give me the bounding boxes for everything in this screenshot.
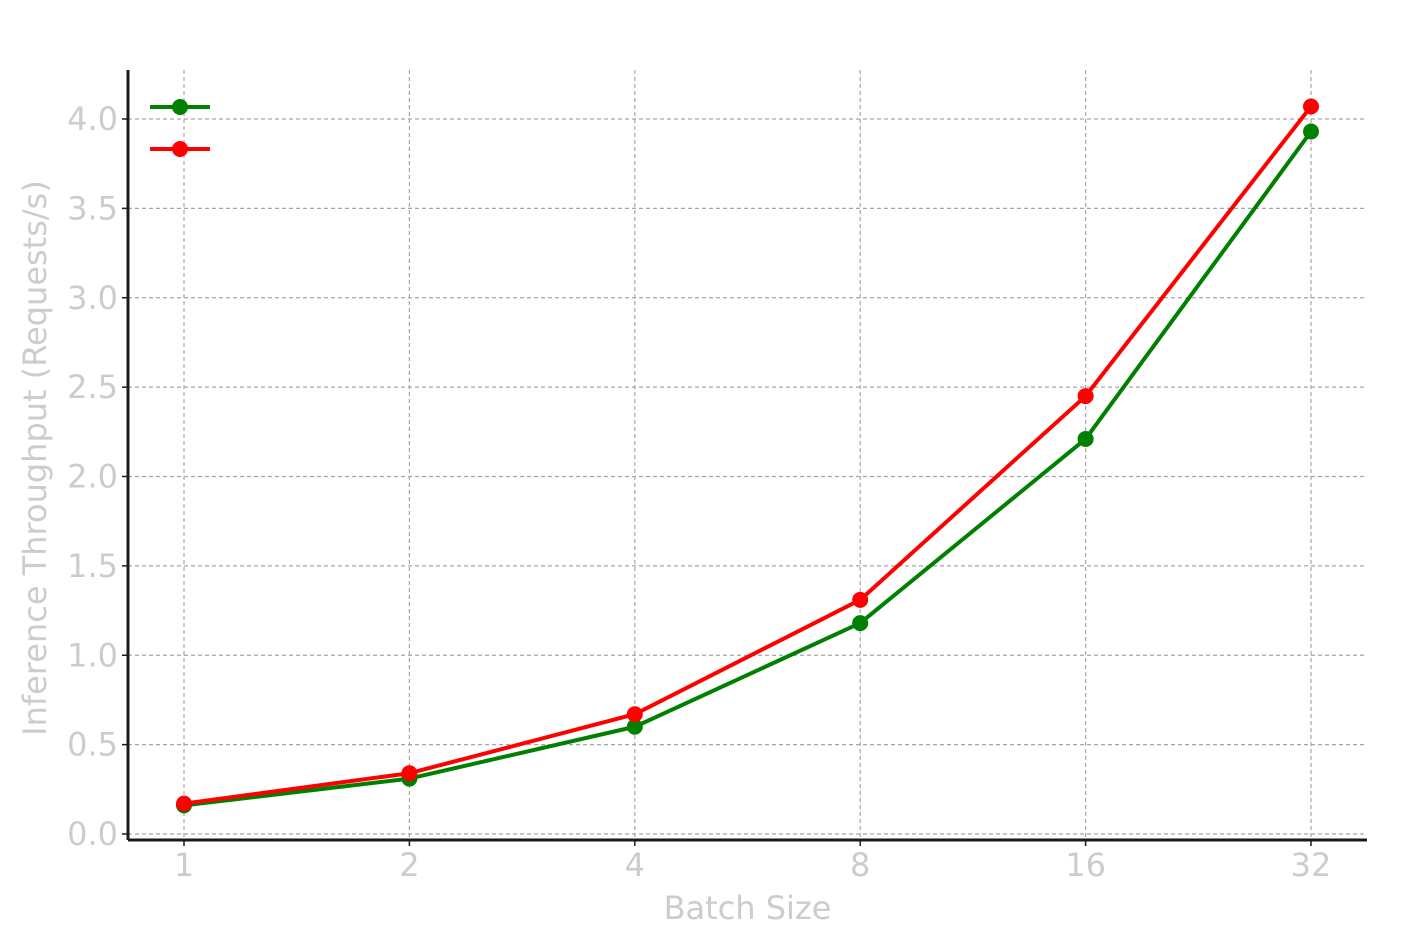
- legend-marker: [172, 99, 188, 115]
- y-axis-title: Inference Throughput (Requests/s): [16, 180, 54, 736]
- y-tick-label: 1.5: [67, 547, 118, 585]
- legend: [150, 99, 210, 157]
- x-tick-label: 32: [1291, 846, 1332, 884]
- series-2: [176, 98, 1319, 812]
- series-line: [183, 130, 1313, 808]
- y-tick-label: 3.0: [67, 279, 118, 317]
- x-tick-label: 16: [1065, 846, 1106, 884]
- x-axis-title: Batch Size: [664, 889, 832, 927]
- legend-marker: [172, 141, 188, 157]
- data-point: [1303, 98, 1319, 115]
- data-point: [852, 615, 869, 632]
- y-tick-label: 1.0: [67, 636, 118, 674]
- y-tick-label: 0.0: [67, 815, 118, 853]
- y-ticks: 0.0 0.5 1.0 1.5 2.0 2.5 3.0 3.5 4.0: [67, 100, 128, 853]
- y-tick-label: 4.0: [67, 100, 118, 138]
- series-line: [183, 105, 1313, 806]
- data-point: [176, 795, 192, 812]
- grid: [128, 70, 1367, 840]
- y-tick-label: 0.5: [67, 726, 118, 764]
- x-tick-label: 4: [625, 846, 645, 884]
- data-point: [401, 765, 418, 782]
- data-point: [626, 706, 643, 723]
- x-tick-label: 1: [174, 846, 194, 884]
- data-point: [626, 718, 643, 735]
- y-tick-label: 2.0: [67, 458, 118, 496]
- x-ticks: 1 2 4 8 16 32: [174, 840, 1332, 884]
- x-tick-label: 2: [399, 846, 419, 884]
- series-1: [176, 123, 1319, 814]
- data-point: [1303, 123, 1319, 140]
- legend-item: [150, 99, 210, 115]
- data-point: [1077, 430, 1094, 447]
- y-tick-label: 2.5: [67, 368, 118, 406]
- x-tick-label: 8: [850, 846, 870, 884]
- series-group: [176, 98, 1319, 814]
- legend-item: [150, 141, 210, 157]
- y-tick-label: 3.5: [67, 189, 118, 227]
- data-point: [1077, 388, 1094, 405]
- data-point: [852, 591, 869, 608]
- axes: [126, 70, 1367, 842]
